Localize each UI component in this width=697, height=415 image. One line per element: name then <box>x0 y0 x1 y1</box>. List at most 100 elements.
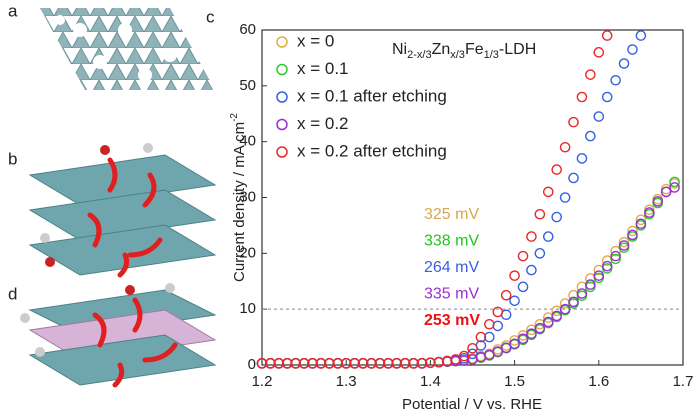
legend-marker <box>276 118 288 131</box>
y-tick-label: 30 <box>239 188 256 205</box>
marker <box>585 279 596 290</box>
marker <box>492 306 504 318</box>
marker <box>340 358 352 369</box>
marker <box>585 130 596 142</box>
legend-label: x = 0.1 <box>297 59 349 78</box>
marker <box>290 358 301 369</box>
marker <box>307 358 318 369</box>
marker <box>534 322 546 334</box>
marker <box>366 358 377 369</box>
marker <box>382 358 394 369</box>
marker <box>601 30 613 41</box>
overpotential-label: 264 mV <box>424 259 479 276</box>
formula-text: Fe <box>465 41 484 58</box>
marker <box>526 231 537 242</box>
marker <box>315 358 327 369</box>
marker <box>391 358 403 369</box>
x-tick-label: 1.3 <box>336 373 357 390</box>
legend-label: x = 0.2 after etching <box>297 141 447 160</box>
marker <box>273 358 285 369</box>
marker <box>559 192 571 203</box>
panel-label: b <box>8 149 17 168</box>
marker <box>484 318 495 330</box>
marker <box>610 253 621 265</box>
marker <box>484 331 495 343</box>
marker <box>559 303 571 315</box>
marker <box>492 320 504 332</box>
y-tick-label: 40 <box>239 133 256 150</box>
overpotential-label: 335 mV <box>424 286 479 303</box>
legend-marker <box>276 91 288 103</box>
marker <box>618 240 630 251</box>
y-tick-label: 20 <box>239 244 256 261</box>
marker <box>618 236 630 248</box>
y-tick-label: 50 <box>239 77 256 94</box>
marker <box>593 47 605 58</box>
marker <box>669 176 680 188</box>
marker <box>500 342 512 353</box>
marker <box>542 231 554 242</box>
marker <box>349 358 360 369</box>
y-axis-label-text: Current density / mA cm <box>231 122 248 282</box>
marker <box>492 346 504 357</box>
panel-label: a <box>8 1 18 20</box>
series <box>256 30 613 369</box>
legend-marker <box>276 36 288 48</box>
marker <box>408 358 419 369</box>
legend-label: x = 0.1 after etching <box>297 86 447 105</box>
panel-label: c <box>206 7 215 26</box>
x-tick-label: 1.4 <box>420 373 441 390</box>
marker <box>265 358 276 369</box>
marker <box>576 288 588 299</box>
marker <box>660 186 672 198</box>
panel-d-illustration <box>20 283 217 388</box>
formula: Ni2-x/3Znx/3Fe1/3-LDH <box>392 41 536 61</box>
y-tick-label: 0 <box>248 356 256 373</box>
panel-a-illustration <box>40 8 215 90</box>
marker <box>593 270 605 281</box>
marker <box>551 211 563 223</box>
marker <box>256 358 268 369</box>
marker <box>601 260 613 272</box>
legend-label: x = 0 <box>297 31 334 50</box>
marker <box>568 172 579 184</box>
marker <box>576 91 588 103</box>
marker <box>534 208 546 220</box>
marker <box>332 358 344 369</box>
legend-marker <box>276 63 288 76</box>
y-tick-label: 60 <box>239 21 256 38</box>
marker <box>635 218 647 230</box>
marker <box>593 111 605 122</box>
marker <box>467 342 478 354</box>
legend-label: x = 0.2 <box>297 114 349 133</box>
marker <box>526 328 537 340</box>
marker <box>669 182 680 193</box>
marker <box>610 250 621 262</box>
marker <box>652 196 664 207</box>
marker <box>534 248 546 259</box>
overpotential-label: 253 mV <box>424 312 480 329</box>
marker <box>568 296 579 308</box>
marker <box>568 116 579 128</box>
marker <box>281 358 293 369</box>
marker <box>576 153 588 164</box>
y-tick-label: 10 <box>239 300 256 317</box>
marker <box>517 333 529 345</box>
marker <box>399 358 411 369</box>
marker <box>509 270 520 281</box>
legend-marker <box>276 146 288 158</box>
marker <box>610 74 621 86</box>
panel-label: d <box>8 284 17 303</box>
marker <box>500 289 512 301</box>
formula-text: -LDH <box>499 41 536 58</box>
marker <box>509 338 520 350</box>
x-tick-label: 1.5 <box>504 373 525 390</box>
marker <box>627 229 638 241</box>
panel-b-illustration <box>28 143 217 278</box>
x-tick-label: 1.6 <box>588 373 609 390</box>
marker <box>627 225 638 237</box>
x-axis-label: Potential / V vs. RHE <box>402 396 542 413</box>
marker <box>551 164 563 175</box>
marker <box>618 58 630 69</box>
